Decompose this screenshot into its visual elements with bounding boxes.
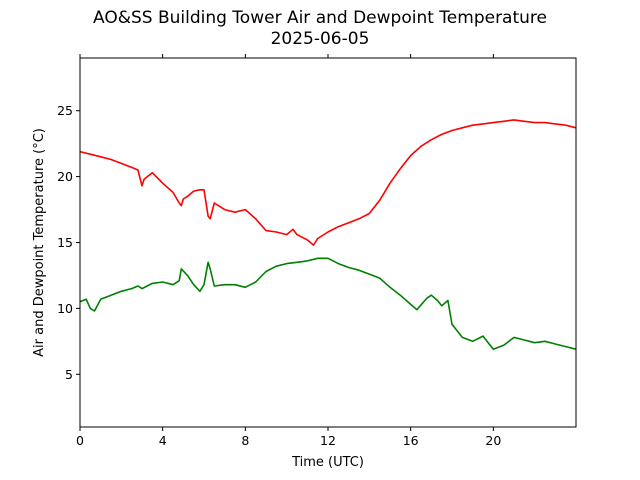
x-tick-label: 8 <box>241 433 249 448</box>
y-axis-label: Air and Dewpoint Temperature (°C) <box>32 128 47 357</box>
series-layer <box>79 119 577 351</box>
tick-layer: 0 4 8 12 16 20 5 10 15 20 25 <box>57 54 501 448</box>
series-line-2 <box>79 257 577 351</box>
y-tick-label: 15 <box>57 235 73 250</box>
chart-subtitle: 2025-06-05 <box>270 29 370 49</box>
x-tick-label: 20 <box>485 433 501 448</box>
series-line-1 <box>79 119 577 246</box>
x-tick-label: 0 <box>76 433 84 448</box>
y-tick-label: 20 <box>57 169 73 184</box>
x-tick-label: 4 <box>159 433 167 448</box>
y-tick-label: 10 <box>57 301 73 316</box>
x-axis-label: Time (UTC) <box>291 455 364 470</box>
x-tick-label: 16 <box>403 433 419 448</box>
plot-frame <box>79 57 577 428</box>
x-tick-label: 12 <box>320 433 336 448</box>
chart-title: AO&SS Building Tower Air and Dewpoint Te… <box>92 8 547 28</box>
y-tick-label: 5 <box>65 367 73 382</box>
y-tick-label: 25 <box>57 103 73 118</box>
